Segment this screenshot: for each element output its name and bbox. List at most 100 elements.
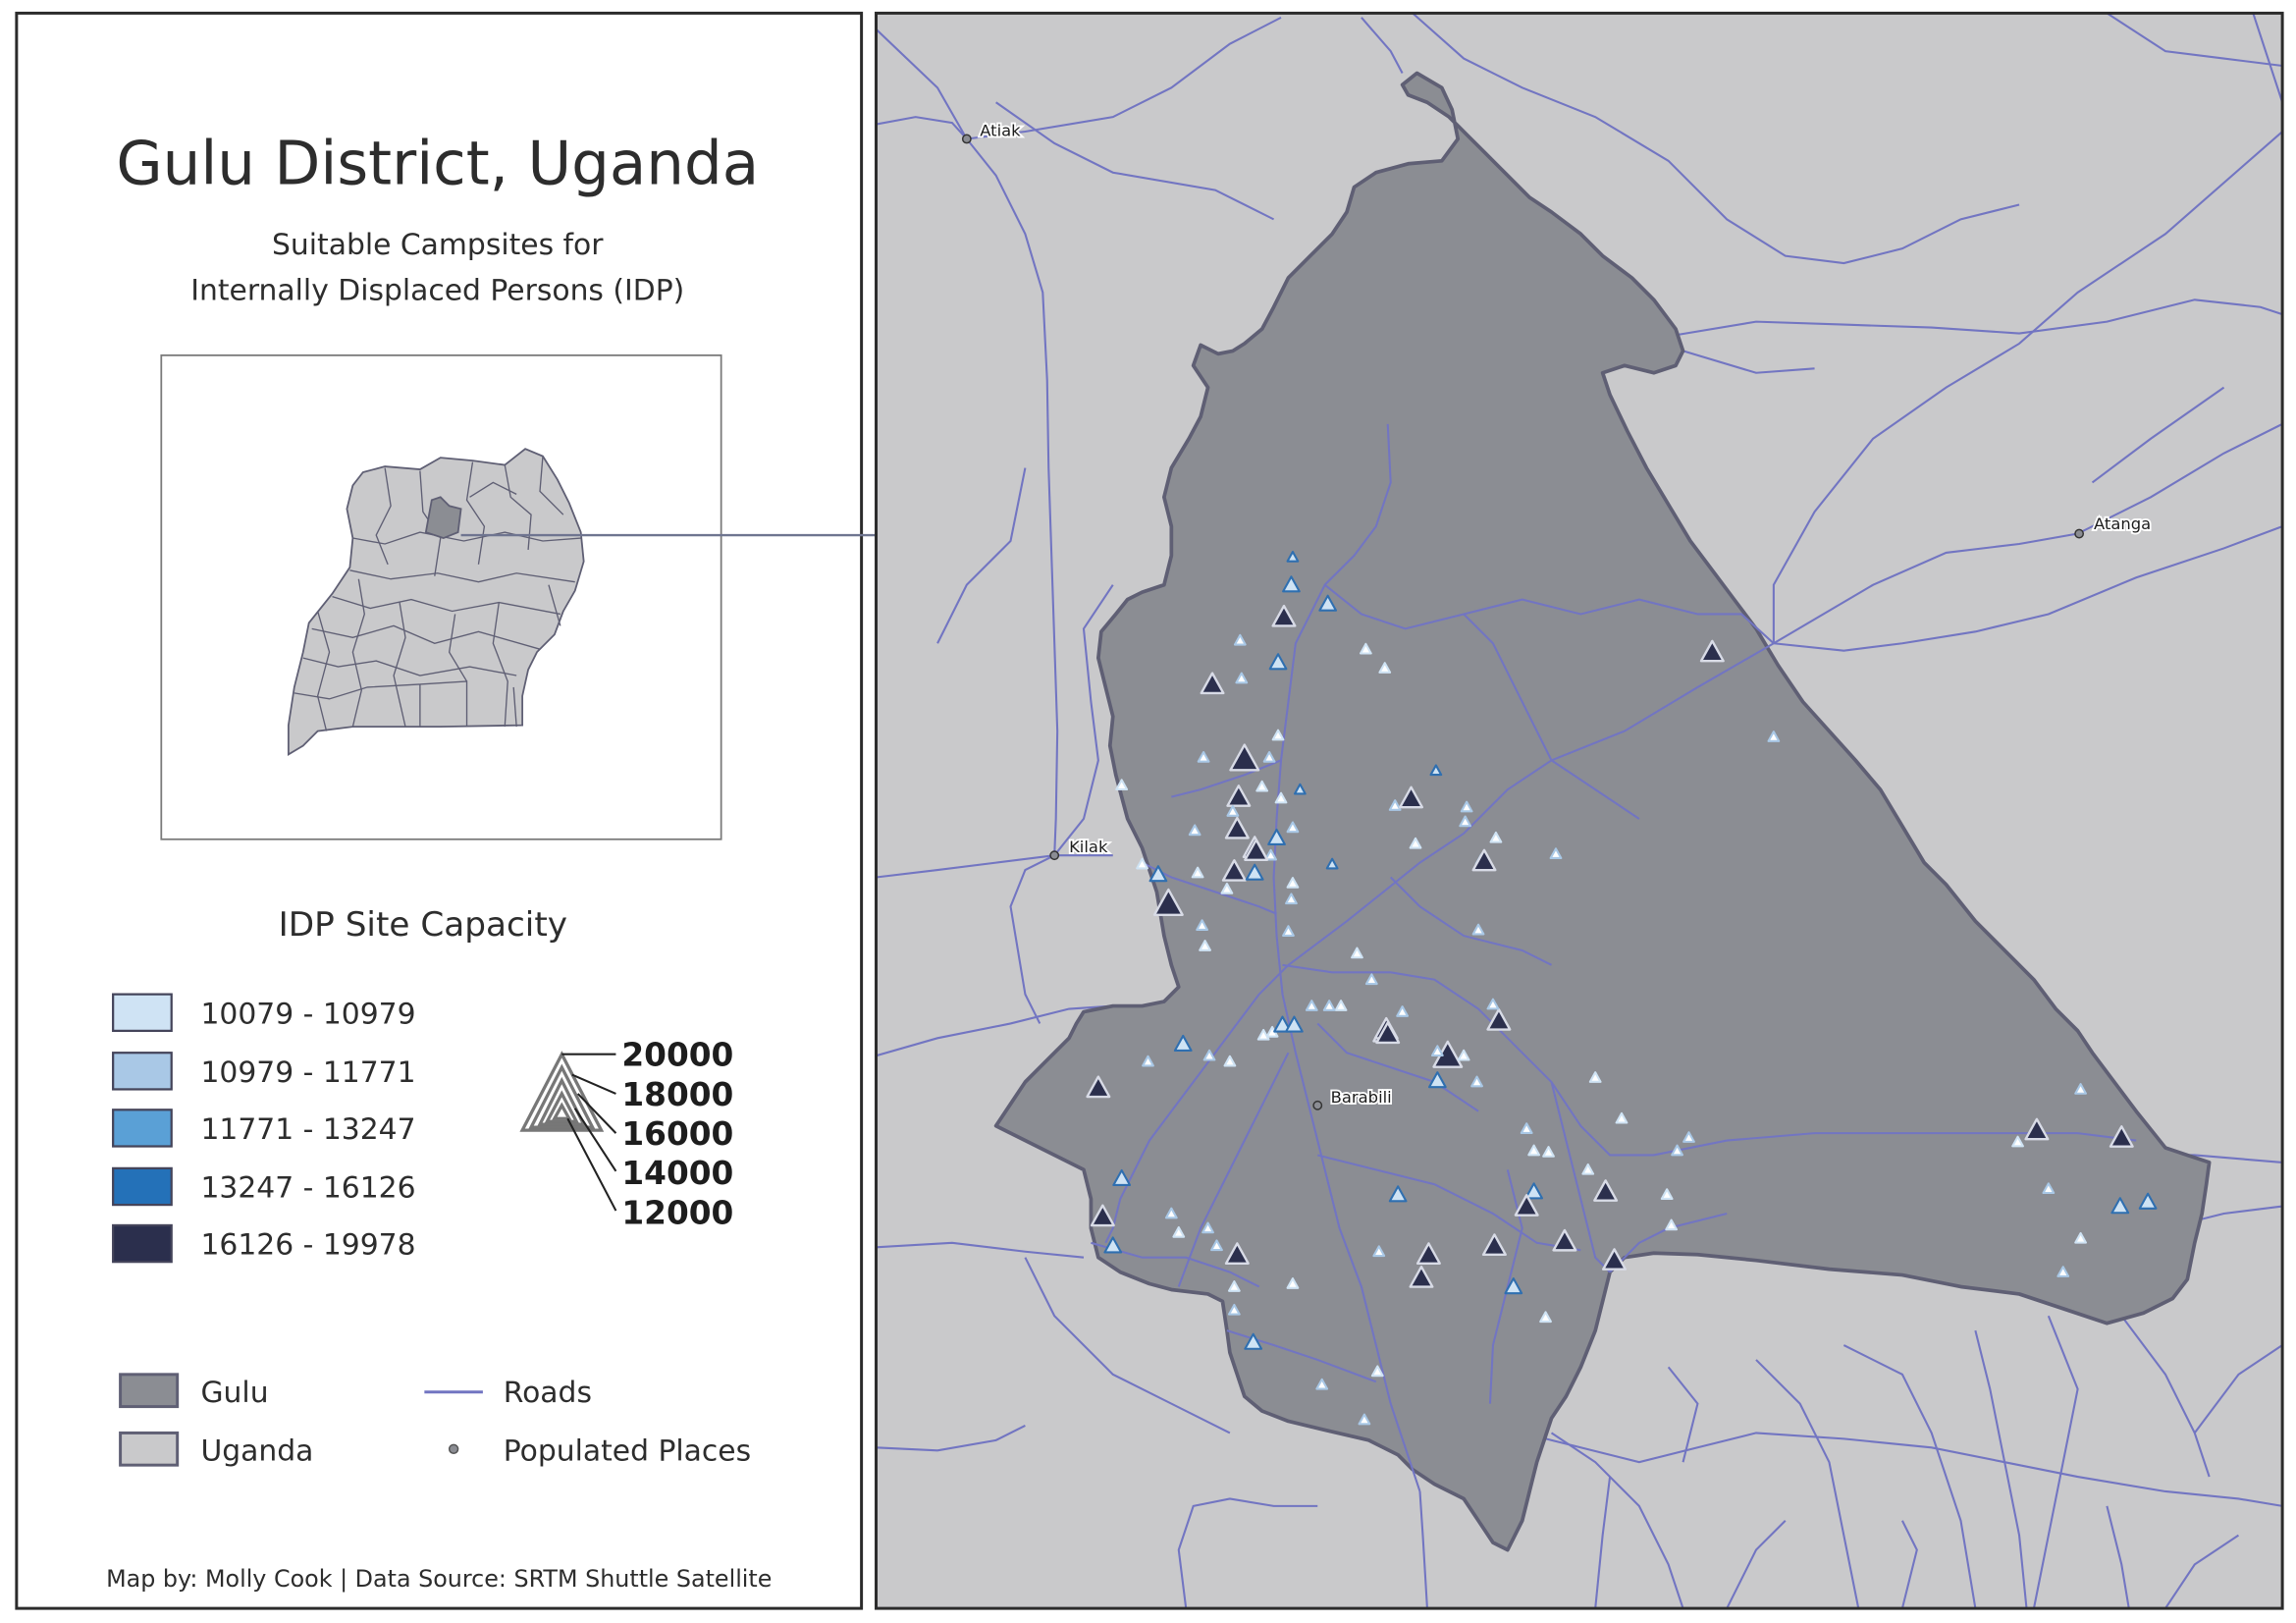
- idp-site-marker: [1470, 1075, 1483, 1088]
- idp-site-marker: [1315, 1378, 1329, 1390]
- idp-site-marker: [1274, 791, 1288, 804]
- idp-site-marker: [1273, 1015, 1292, 1033]
- size-label-20000: 20000: [621, 1037, 733, 1074]
- idp-site-marker: [1527, 1144, 1541, 1157]
- legend-gulu-label: Gulu: [201, 1376, 269, 1410]
- place-atiak: Atiak: [961, 120, 1023, 144]
- idp-site-marker: [1172, 1225, 1186, 1238]
- idp-site-marker: [1457, 1049, 1470, 1061]
- idp-site-marker: [1372, 1245, 1386, 1258]
- populated-places: Atiak Kilak Atanga Barabili: [961, 120, 2153, 1110]
- idp-site-marker: [1256, 1028, 1270, 1041]
- idp-site-marker: [1271, 604, 1297, 627]
- idp-site-marker: [1549, 847, 1563, 860]
- map-title: Gulu District, Uganda: [116, 130, 759, 199]
- idp-site-marker: [1112, 1168, 1132, 1187]
- place-atanga: Atanga: [2074, 513, 2153, 539]
- size-label-12000: 12000: [621, 1194, 733, 1231]
- idp-site-marker: [1388, 799, 1402, 811]
- idp-site-marker: [1235, 672, 1249, 684]
- idp-site-marker: [1358, 1413, 1371, 1426]
- idp-site-marker: [1539, 1311, 1552, 1324]
- legend-swatch-4: [112, 1166, 173, 1207]
- legend-class-4: 13247 - 16126: [112, 1166, 416, 1207]
- idp-site-marker: [1285, 893, 1298, 905]
- roads-outside: [876, 13, 2283, 1609]
- idp-site-marker: [1286, 1277, 1300, 1289]
- size-label-16000: 16000: [621, 1115, 733, 1153]
- legend-populated-place-dot: [448, 1443, 459, 1454]
- idp-site-marker: [1196, 919, 1209, 931]
- idp-site-marker: [1226, 805, 1240, 817]
- place-label-barabili: Barabili: [1331, 1088, 1392, 1107]
- idp-site-marker: [1388, 1185, 1408, 1203]
- idp-site-marker: [1409, 837, 1422, 849]
- idp-site-marker: [1581, 1163, 1595, 1175]
- idp-site-marker: [1293, 783, 1307, 795]
- idp-site-marker: [1267, 828, 1286, 846]
- size-label-14000: 14000: [621, 1155, 733, 1192]
- idp-site-marker: [2138, 1192, 2158, 1210]
- idp-site-marker: [1396, 1005, 1410, 1017]
- idp-site-marker: [1429, 764, 1443, 777]
- idp-site-marker: [1286, 550, 1300, 563]
- legend-class-label-5: 16126 - 19978: [201, 1228, 416, 1263]
- size-triangles-icon: [519, 1051, 605, 1132]
- legend-class-label-3: 11771 - 13247: [201, 1112, 416, 1147]
- idp-site-marker: [1364, 973, 1378, 986]
- map-subtitle-line2: Internally Displaced Persons (IDP): [190, 273, 684, 307]
- idp-site-marker: [1699, 639, 1725, 663]
- idp-sites: [1086, 550, 2158, 1426]
- idp-site-marker: [1226, 784, 1252, 807]
- legend-swatch-3: [112, 1109, 173, 1148]
- idp-site-marker: [1191, 866, 1204, 879]
- legend-uganda-label: Uganda: [201, 1434, 314, 1469]
- place-marker: [2074, 528, 2085, 539]
- place-marker: [1049, 850, 1060, 861]
- legend-size-symbols: 20000 18000 16000 14000 12000: [519, 1037, 733, 1231]
- idp-site-marker: [1486, 998, 1500, 1010]
- idp-site-marker: [1375, 1021, 1401, 1045]
- idp-site-marker: [1262, 750, 1276, 763]
- place-label-atiak: Atiak: [980, 121, 1021, 139]
- idp-site-marker: [1227, 1303, 1241, 1316]
- idp-site-marker: [1588, 1071, 1602, 1083]
- idp-site-marker: [1244, 839, 1269, 861]
- legend-capacity-classes: 10079 - 10979 10979 - 11771 11771 - 1324…: [112, 993, 416, 1264]
- idp-site-marker: [2110, 1197, 2130, 1215]
- idp-site-marker: [1325, 857, 1339, 870]
- idp-site-marker: [1199, 940, 1211, 951]
- idp-site-marker: [1682, 1131, 1695, 1143]
- idp-site-marker: [1322, 1000, 1336, 1011]
- idp-site-marker: [1593, 1179, 1619, 1202]
- idp-site-marker: [1305, 1000, 1318, 1011]
- idp-site-marker: [2011, 1135, 2024, 1148]
- idp-site-marker: [1086, 1075, 1111, 1099]
- inset-district-lines: [294, 456, 581, 731]
- legend-swatch-1: [112, 993, 173, 1032]
- idp-site-marker: [1286, 877, 1300, 889]
- idp-site-marker: [1200, 672, 1225, 695]
- main-map: Atiak Kilak Atanga Barabili: [876, 13, 2283, 1609]
- idp-site-marker: [1202, 1049, 1216, 1061]
- legend-class-1: 10079 - 10979: [112, 993, 416, 1032]
- place-kilak: Kilak: [1049, 836, 1110, 861]
- idp-site-marker: [1665, 1218, 1679, 1231]
- idp-site-marker: [1552, 1228, 1577, 1252]
- idp-site-marker: [1471, 923, 1485, 936]
- idp-site-marker: [1542, 1146, 1555, 1158]
- legend-uganda-swatch: [119, 1431, 180, 1467]
- idp-site-marker: [1660, 1188, 1674, 1200]
- idp-site-marker: [1224, 816, 1250, 839]
- inset-uganda-shape: [287, 448, 585, 756]
- idp-site-marker: [1459, 815, 1472, 828]
- idp-site-marker: [1671, 1144, 1683, 1157]
- idp-site-marker: [1201, 1221, 1214, 1234]
- idp-site-marker: [1282, 925, 1295, 937]
- legend-class-label-1: 10079 - 10979: [201, 997, 416, 1031]
- idp-site-marker: [1415, 1242, 1441, 1265]
- idp-site-marker: [1148, 865, 1168, 883]
- idp-site-marker: [1115, 779, 1129, 791]
- idp-site-marker: [1227, 1280, 1241, 1292]
- place-label-kilak: Kilak: [1069, 838, 1108, 856]
